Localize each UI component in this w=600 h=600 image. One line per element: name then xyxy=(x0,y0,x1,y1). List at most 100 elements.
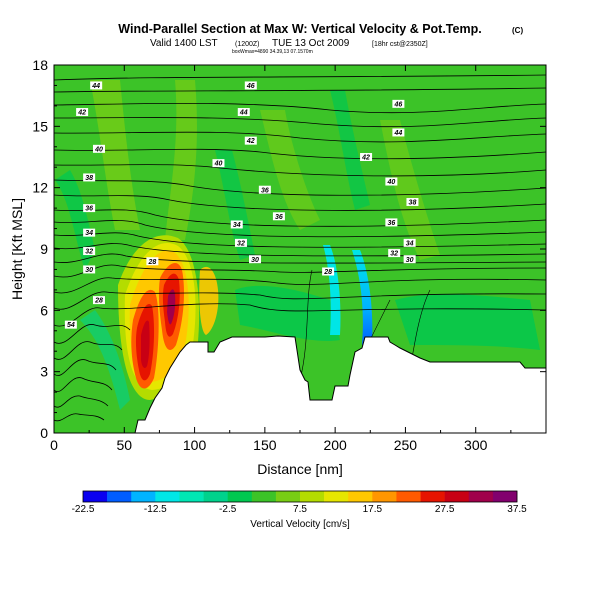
updraft-secondary xyxy=(199,266,219,335)
colorbar-swatch xyxy=(179,491,204,502)
colorbar-tick-label: 17.5 xyxy=(363,504,383,515)
theta-label: 40 xyxy=(214,161,223,168)
theta-label: 28 xyxy=(148,259,157,266)
theta-label-box xyxy=(90,81,103,90)
chart-subtitle: Valid 1400 LST (1200Z) TUE 13 Oct 2009 [… xyxy=(150,38,428,49)
colorbar-swatch xyxy=(155,491,180,502)
theta-label-box xyxy=(83,173,96,182)
theta-label-box xyxy=(406,197,419,206)
colorbar-tick-label: 27.5 xyxy=(435,504,455,515)
colorbar-swatch xyxy=(300,491,325,502)
theta-label: 42 xyxy=(246,138,255,145)
theta-label-box xyxy=(244,81,257,90)
theta-label: 30 xyxy=(406,257,414,264)
y-axis-label: Height [Kft MSL] xyxy=(9,198,25,300)
theta-label-box xyxy=(360,153,373,161)
svg-text:(1200Z): (1200Z) xyxy=(235,41,260,48)
colorbar-tick-label: 7.5 xyxy=(293,504,307,515)
theta-label: 44 xyxy=(91,83,100,90)
theta-label-box xyxy=(83,265,96,274)
colorbar-swatch xyxy=(348,491,373,502)
theta-label-box xyxy=(385,218,398,227)
colorbar-swatch xyxy=(131,491,156,502)
theta-label: 32 xyxy=(390,251,398,258)
x-tick-label: 150 xyxy=(253,437,277,453)
colorbar: -22.5 -12.5 -2.5 7.5 17.5 27.5 37.5 xyxy=(72,490,527,515)
title-mark: (C) xyxy=(512,26,523,35)
velocity-band-light xyxy=(260,110,320,230)
terrain xyxy=(54,335,546,433)
velocity-band-light xyxy=(165,80,197,240)
theta-label: 32 xyxy=(237,240,245,247)
theta-label: 44 xyxy=(239,110,248,117)
theta-label-box xyxy=(392,128,405,137)
colorbar-swatch xyxy=(396,491,421,502)
colorbar-swatch xyxy=(324,491,349,502)
x-tick-label: 250 xyxy=(394,437,418,453)
downdraft-core xyxy=(323,245,341,335)
x-axis-label: Distance [nm] xyxy=(257,461,343,477)
colorbar-frame xyxy=(82,490,518,503)
theta-label-box xyxy=(272,212,285,221)
theta-label-box xyxy=(230,220,243,229)
theta-label-box xyxy=(249,255,262,264)
theta-label-box xyxy=(92,144,105,153)
x-tick-label: 0 xyxy=(50,437,58,453)
theta-label: 46 xyxy=(394,101,403,108)
svg-text:TUE 13 Oct 2009: TUE 13 Oct 2009 xyxy=(272,38,350,49)
theta-labels: 44 46 46 42 44 44 40 42 42 40 38 40 36 38 36 36 34 36 34 32… xyxy=(64,81,419,329)
colorbar-swatch xyxy=(420,491,445,502)
colorbar-tick-label: -12.5 xyxy=(144,504,167,515)
theta-label-box xyxy=(244,136,257,145)
theta-label: 40 xyxy=(94,146,103,153)
theta-label: 36 xyxy=(387,220,395,227)
theta-label: 42 xyxy=(361,155,370,162)
colorbar-swatch xyxy=(83,491,108,502)
theta-label: 44 xyxy=(394,130,403,137)
colorbar-swatch xyxy=(227,491,253,502)
theta-label-box xyxy=(212,159,225,168)
colorbar-swatch xyxy=(468,491,494,502)
theta-label: 42 xyxy=(77,110,86,117)
theta-label-box xyxy=(385,177,398,186)
y-tick-label: 18 xyxy=(32,57,48,73)
theta-label-box xyxy=(234,238,247,247)
svg-text:[18hr cst@2350Z]: [18hr cst@2350Z] xyxy=(372,41,428,48)
velocity-band-dark xyxy=(80,310,130,410)
theta-label: 32 xyxy=(85,249,93,256)
theta-label-box xyxy=(76,108,89,117)
updraft-core-west xyxy=(141,320,150,368)
theta-label-box xyxy=(64,320,77,329)
colorbar-swatch xyxy=(107,491,132,502)
theta-label: 40 xyxy=(386,179,395,186)
y-tick-label: 6 xyxy=(40,302,48,318)
velocity-band-dark xyxy=(395,294,540,350)
theta-label-box xyxy=(146,257,159,266)
colorbar-swatch xyxy=(492,491,518,502)
colorbar-swatch xyxy=(275,491,301,502)
theta-label-box xyxy=(92,296,105,305)
theta-label-box xyxy=(322,267,335,276)
theta-label-box xyxy=(392,99,405,108)
theta-label-box xyxy=(83,228,96,237)
theta-label-box xyxy=(237,108,250,117)
updraft-core-east xyxy=(167,289,176,325)
colorbar-swatch xyxy=(444,491,470,502)
theta-label: 34 xyxy=(85,230,93,237)
velocity-band-dark xyxy=(330,90,370,210)
x-axis: 0 50 100 150 200 250 300 xyxy=(50,65,512,453)
theta-label: 30 xyxy=(251,257,259,264)
y-tick-label: 3 xyxy=(40,364,48,380)
theta-label-box xyxy=(388,249,401,258)
theta-label: 28 xyxy=(323,269,332,276)
theta-label: 38 xyxy=(85,175,93,182)
colorbar-tick-label: 37.5 xyxy=(507,504,527,515)
y-tick-label: 12 xyxy=(32,180,48,196)
colorbar-swatch xyxy=(372,491,397,502)
info-line: boxWmax=4890 34.39,13 07.1570m xyxy=(232,49,313,55)
theta-label: 30 xyxy=(85,267,93,274)
y-tick-label: 9 xyxy=(40,241,48,257)
theta-label-box xyxy=(403,238,416,247)
colorbar-tick-label: -22.5 xyxy=(72,504,95,515)
